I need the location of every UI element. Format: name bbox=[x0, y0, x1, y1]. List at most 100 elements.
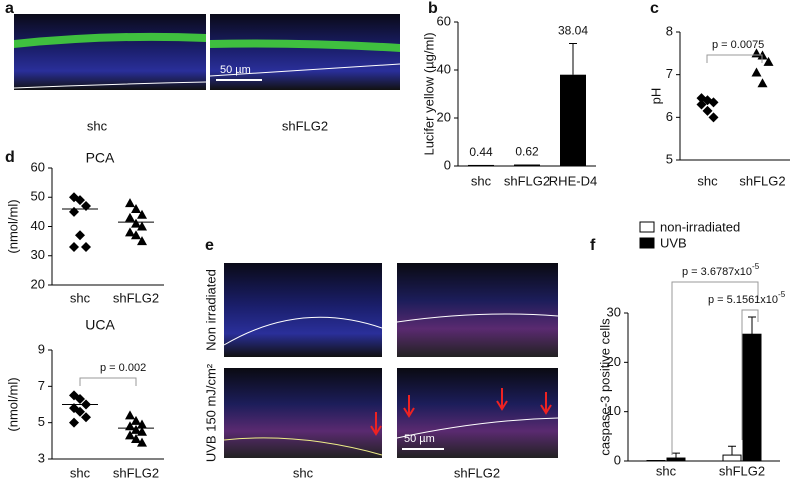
image-label: shc bbox=[87, 118, 108, 133]
data-point bbox=[137, 437, 147, 447]
data-point bbox=[69, 417, 79, 428]
data-point bbox=[131, 218, 141, 228]
y-tick-label: 5 bbox=[38, 414, 45, 429]
panel-letter: b bbox=[428, 0, 438, 17]
bar bbox=[514, 164, 540, 166]
panel-letter: a bbox=[5, 0, 14, 17]
data-point bbox=[708, 112, 719, 123]
data-point bbox=[702, 105, 713, 116]
annotation-text: p = 3.6787x10 bbox=[682, 266, 752, 278]
image-a-shflg2: 50 µm bbox=[209, 14, 401, 90]
y-tick-label: 20 bbox=[607, 354, 621, 369]
y-tick-label: 30 bbox=[607, 304, 621, 319]
column-label: shFLG2 bbox=[454, 465, 500, 480]
x-tick-label: shFLG2 bbox=[504, 173, 550, 188]
panel-letter: c bbox=[650, 0, 659, 17]
bar bbox=[666, 457, 686, 462]
data-point bbox=[131, 203, 141, 213]
data-point bbox=[75, 406, 85, 417]
data-point bbox=[137, 236, 147, 246]
x-tick-label: shFLG2 bbox=[719, 463, 765, 478]
panel-letter: e bbox=[205, 237, 214, 254]
x-tick-label: shFLG2 bbox=[739, 173, 785, 188]
panel-letter: d bbox=[5, 149, 15, 166]
image-a-shc bbox=[13, 14, 207, 90]
data-point bbox=[137, 419, 147, 429]
y-tick-label: 30 bbox=[31, 247, 45, 262]
annotation-sup: -5 bbox=[752, 262, 760, 271]
bar bbox=[468, 164, 494, 166]
annotation: p = 0.002 bbox=[100, 362, 146, 374]
legend-swatch bbox=[639, 237, 655, 249]
y-tick-label: 7 bbox=[666, 66, 673, 81]
annotation-text: p = 5.1561x10 bbox=[708, 294, 778, 306]
data-point bbox=[751, 67, 762, 77]
y-axis-label: pH bbox=[648, 88, 663, 105]
data-point bbox=[81, 241, 91, 252]
y-tick-label: 5 bbox=[666, 151, 673, 166]
data-point bbox=[75, 195, 85, 206]
y-tick-label: 6 bbox=[666, 109, 673, 124]
data-label: 0.62 bbox=[515, 145, 539, 159]
error-bar bbox=[672, 452, 680, 459]
error-bar bbox=[569, 43, 577, 75]
y-tick-label: 60 bbox=[437, 13, 451, 28]
y-tick-label: 7 bbox=[38, 378, 45, 393]
y-axis-label: (nmol/ml) bbox=[5, 199, 20, 253]
data-point bbox=[125, 198, 135, 208]
bar bbox=[742, 333, 762, 462]
y-axis-label: Lucifer yellow (µg/ml) bbox=[421, 32, 436, 155]
data-point bbox=[125, 227, 135, 237]
x-tick-label: RHE-D4 bbox=[549, 173, 597, 188]
y-axis-label: (nmol/ml) bbox=[5, 377, 20, 431]
column-label: shc bbox=[293, 465, 314, 480]
legend-swatch bbox=[639, 221, 655, 233]
x-tick-label: shc bbox=[70, 465, 91, 480]
data-label: 0.44 bbox=[469, 145, 493, 159]
error-bar bbox=[748, 316, 756, 335]
y-tick-label: 40 bbox=[437, 61, 451, 76]
data-point bbox=[757, 78, 768, 88]
bracket bbox=[79, 377, 137, 386]
y-tick-label: 9 bbox=[38, 341, 45, 356]
data-point bbox=[137, 426, 147, 436]
x-tick-label: shFLG2 bbox=[113, 290, 159, 305]
x-tick-label: shc bbox=[471, 173, 492, 188]
bracket bbox=[706, 54, 763, 63]
data-point bbox=[125, 410, 135, 420]
bracket bbox=[741, 309, 759, 440]
bar bbox=[722, 454, 742, 462]
data-point bbox=[75, 230, 85, 241]
error-bar bbox=[728, 445, 736, 456]
row-label: UVB 150 mJ/cm² bbox=[203, 363, 218, 462]
bar bbox=[560, 74, 586, 166]
data-point bbox=[125, 212, 135, 222]
y-tick-label: 20 bbox=[437, 109, 451, 124]
y-tick-label: 0 bbox=[614, 452, 621, 467]
data-point bbox=[131, 415, 141, 425]
data-point bbox=[131, 230, 141, 240]
data-point bbox=[69, 241, 79, 252]
legend-label: UVB bbox=[660, 235, 687, 250]
chart-title: PCA bbox=[86, 150, 115, 166]
data-point bbox=[69, 206, 79, 217]
x-tick-label: shFLG2 bbox=[113, 465, 159, 480]
x-tick-label: shc bbox=[697, 173, 718, 188]
scale-bar-label: 50 µm bbox=[404, 433, 435, 445]
row-label: Non irradiated bbox=[203, 269, 218, 351]
data-point bbox=[131, 424, 141, 434]
y-tick-label: 50 bbox=[31, 189, 45, 204]
axis bbox=[51, 168, 164, 286]
y-tick-label: 40 bbox=[31, 218, 45, 233]
annotation: p = 0.0075 bbox=[712, 39, 764, 51]
annotation: p = 5.1561x10-5 bbox=[708, 290, 786, 306]
data-point bbox=[137, 221, 147, 231]
x-tick-label: shc bbox=[656, 463, 677, 478]
image-label: shFLG2 bbox=[282, 118, 328, 133]
y-tick-label: 8 bbox=[666, 23, 673, 38]
chart-title: UCA bbox=[85, 317, 115, 333]
data-label: 38.04 bbox=[558, 24, 588, 38]
image-e: 50 µm bbox=[223, 263, 559, 458]
panel-letter: f bbox=[590, 237, 596, 254]
